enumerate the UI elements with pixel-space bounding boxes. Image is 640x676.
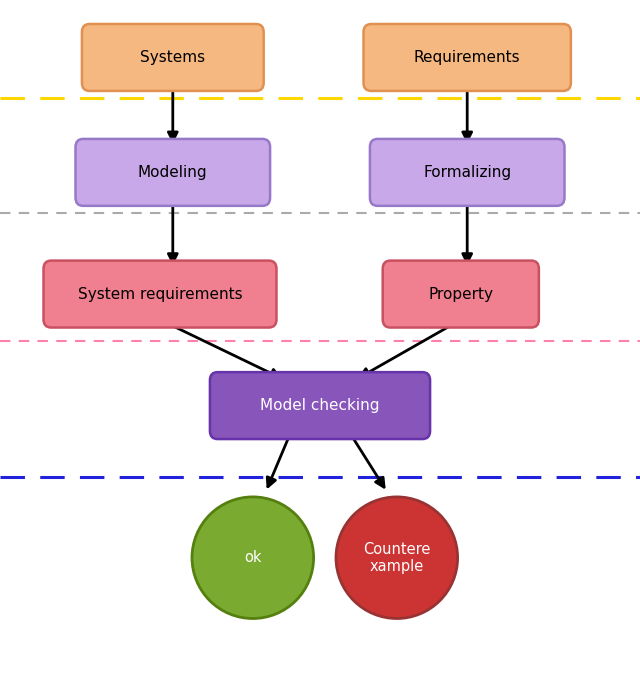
Text: Formalizing: Formalizing bbox=[423, 165, 511, 180]
FancyBboxPatch shape bbox=[82, 24, 264, 91]
Text: Model checking: Model checking bbox=[260, 398, 380, 413]
Text: Modeling: Modeling bbox=[138, 165, 207, 180]
Ellipse shape bbox=[192, 497, 314, 619]
Ellipse shape bbox=[336, 497, 458, 619]
FancyBboxPatch shape bbox=[210, 372, 430, 439]
Text: Property: Property bbox=[428, 287, 493, 301]
Text: Requirements: Requirements bbox=[414, 50, 520, 65]
Text: ok: ok bbox=[244, 550, 262, 565]
FancyBboxPatch shape bbox=[383, 261, 539, 328]
FancyBboxPatch shape bbox=[370, 139, 564, 206]
FancyBboxPatch shape bbox=[364, 24, 571, 91]
FancyBboxPatch shape bbox=[44, 261, 276, 328]
Text: System requirements: System requirements bbox=[77, 287, 243, 301]
Text: Systems: Systems bbox=[140, 50, 205, 65]
FancyBboxPatch shape bbox=[76, 139, 270, 206]
Text: Countere
xample: Countere xample bbox=[363, 541, 431, 574]
